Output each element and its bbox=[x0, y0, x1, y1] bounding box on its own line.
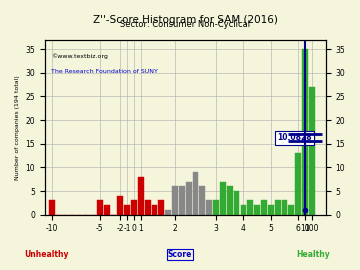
Bar bbox=[193, 172, 198, 215]
Bar bbox=[213, 201, 219, 215]
Text: ©www.textbiz.org: ©www.textbiz.org bbox=[51, 54, 108, 59]
Bar bbox=[179, 186, 185, 215]
Bar bbox=[288, 205, 294, 215]
Bar bbox=[268, 205, 274, 215]
Bar bbox=[49, 201, 55, 215]
Bar bbox=[158, 201, 164, 215]
Bar bbox=[234, 191, 239, 215]
Bar bbox=[172, 186, 178, 215]
Bar bbox=[247, 201, 253, 215]
Bar bbox=[309, 87, 315, 215]
Bar bbox=[227, 186, 233, 215]
Bar bbox=[220, 181, 226, 215]
Bar bbox=[104, 205, 109, 215]
Bar bbox=[97, 201, 103, 215]
Bar bbox=[275, 201, 280, 215]
Bar bbox=[254, 205, 260, 215]
Bar bbox=[186, 181, 192, 215]
Text: Unhealthy: Unhealthy bbox=[24, 250, 69, 259]
Text: Sector: Consumer Non-Cyclical: Sector: Consumer Non-Cyclical bbox=[120, 20, 250, 29]
Bar bbox=[199, 186, 205, 215]
Bar bbox=[295, 153, 301, 215]
Bar bbox=[131, 201, 137, 215]
Text: Healthy: Healthy bbox=[296, 250, 330, 259]
Bar bbox=[282, 201, 287, 215]
Bar bbox=[145, 201, 150, 215]
Bar bbox=[124, 205, 130, 215]
Bar bbox=[152, 205, 157, 215]
Title: Z''-Score Histogram for SAM (2016): Z''-Score Histogram for SAM (2016) bbox=[93, 15, 278, 25]
Bar bbox=[117, 196, 123, 215]
Text: 10.0828: 10.0828 bbox=[278, 133, 312, 142]
Bar bbox=[206, 201, 212, 215]
Y-axis label: Number of companies (194 total): Number of companies (194 total) bbox=[15, 75, 20, 180]
Text: The Research Foundation of SUNY: The Research Foundation of SUNY bbox=[51, 69, 158, 75]
Bar bbox=[240, 205, 246, 215]
Bar bbox=[261, 201, 267, 215]
Text: Score: Score bbox=[168, 250, 192, 259]
Bar bbox=[138, 177, 144, 215]
Bar bbox=[302, 49, 308, 215]
Bar bbox=[165, 210, 171, 215]
